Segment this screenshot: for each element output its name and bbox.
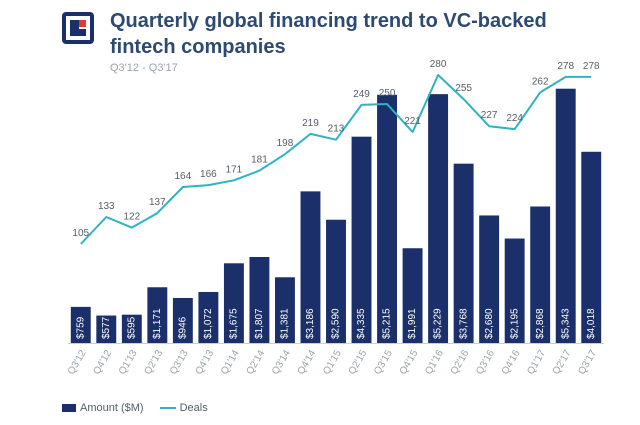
bar-amount [326,219,346,343]
x-tick-label: Q4'15 [398,348,421,377]
line-value-label: 137 [149,197,166,208]
bar-amount [530,206,551,343]
bar-value-label: $3,186 [305,308,316,339]
bar-amount [198,291,219,343]
line-value-label: 221 [404,116,421,127]
x-tick-label: Q3'14 [270,348,293,377]
line-value-label: 133 [98,201,115,212]
bar-value-label: $5,215 [382,308,393,339]
line-value-label: 255 [455,83,472,94]
x-tick-label: Q4'14 [296,348,319,377]
legend-label-amount: Amount ($M) [80,402,144,414]
line-value-label: 278 [583,61,600,72]
x-tick-label: Q4'12 [91,348,114,377]
line-value-label: 198 [277,138,294,149]
chart-subtitle: Q3'12 - Q3'17 [110,62,178,74]
bar-amount [300,191,321,343]
bar-amount [223,263,244,343]
bar-amount [555,88,576,344]
x-tick-label: Q1'15 [321,348,344,377]
bar-value-label: $1,675 [229,308,240,339]
bar-amount [274,277,295,343]
line-deals [80,74,592,245]
line-value-label: 122 [123,212,140,223]
bar-amount [581,151,602,343]
bar-value-label: $759 [75,316,86,339]
line-value-label: 278 [557,61,574,72]
x-tick-label: Q1'17 [525,348,548,377]
bar-value-label: $2,590 [331,308,342,339]
x-tick-label: Q1'13 [117,348,140,377]
line-value-label: 249 [353,89,370,100]
bar-value-label: $2,195 [509,308,520,339]
line-value-label: 166 [200,169,217,180]
line-value-label: 224 [506,113,523,124]
bar-value-label: $577 [101,316,112,339]
bar-value-label: $4,018 [586,308,597,339]
legend-swatch-deals [159,407,176,409]
x-tick-label: Q2'13 [143,348,166,377]
x-tick-label: Q1'14 [219,348,242,377]
x-tick-label: Q4'16 [500,348,523,377]
legend-item-deals: Deals [159,402,208,414]
line-value-label: 164 [175,171,192,182]
bar-value-label: $5,343 [560,308,571,339]
bar-amount [351,136,372,343]
bar-value-label: $595 [126,316,137,339]
bar-value-label: $2,680 [484,308,495,339]
bar-value-label: $3,768 [458,308,469,339]
x-tick-label: Q3'17 [576,348,599,377]
chart-title: Quarterly global financing trend to VC-b… [110,10,547,58]
legend-label-deals: Deals [179,402,208,414]
line-value-label: 105 [72,228,89,239]
x-tick-label: Q2'17 [551,348,574,377]
x-tick-label: Q3'16 [474,348,497,377]
bar-value-label: $2,868 [535,308,546,339]
line-value-label: 181 [251,155,268,166]
x-tick-label: Q3'15 [372,348,395,377]
bar-amount [479,215,500,343]
bar-value-label: $1,072 [203,308,214,339]
cb-insights-logo-icon [62,12,94,44]
line-value-label: 171 [226,164,243,175]
chart-legend: Amount ($M) Deals [62,402,224,414]
bar-value-label: $1,807 [254,308,265,339]
bar-amount [172,297,193,343]
bar-amount [147,287,168,343]
bar-value-label: $1,171 [152,308,163,339]
bar-amount [70,306,91,343]
bar-value-label: $1,991 [407,308,418,339]
bar-amount [96,315,117,343]
x-tick-label: Q4'13 [194,348,217,377]
bar-amount [377,94,398,343]
legend-swatch-amount [62,404,76,412]
line-value-label: 227 [481,110,498,121]
line-value-label: 219 [302,118,319,129]
bar-amount [402,248,423,343]
bar-value-label: $1,381 [280,308,291,339]
x-tick-label: Q2'16 [449,348,472,377]
legend-item-amount: Amount ($M) [62,402,144,414]
bar-value-label: $5,229 [433,308,444,339]
line-value-label: 280 [430,59,447,70]
bar-amount [121,314,142,343]
bar-amount [249,257,270,343]
x-tick-label: Q1'16 [423,348,446,377]
bar-amount [453,163,474,343]
line-value-label: 262 [532,76,549,87]
bar-amount [504,238,525,343]
bar-value-label: $4,335 [356,308,367,339]
x-tick-label: Q2'14 [245,348,268,377]
line-value-label: 213 [328,124,345,135]
bar-amount [428,94,449,343]
x-tick-label: Q2'15 [347,348,370,377]
x-tick-label: Q3'13 [168,348,191,377]
line-value-label: 250 [379,88,396,99]
bar-value-label: $946 [177,316,188,339]
x-tick-label: Q3'12 [66,348,89,377]
